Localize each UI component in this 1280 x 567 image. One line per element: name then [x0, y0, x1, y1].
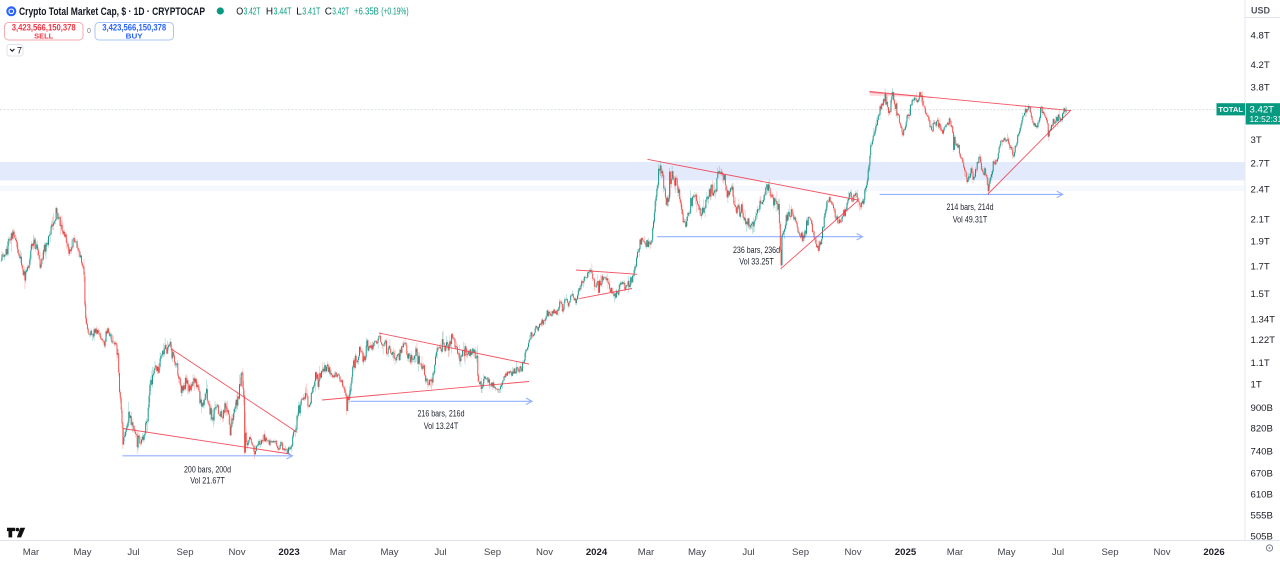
- svg-text:Jul: Jul: [434, 547, 446, 558]
- svg-text:1.7T: 1.7T: [1251, 261, 1270, 272]
- svg-text:3.41T: 3.41T: [302, 7, 320, 18]
- svg-text:900B: 900B: [1251, 403, 1273, 414]
- svg-text:May: May: [73, 547, 91, 558]
- svg-text:Sep: Sep: [176, 547, 193, 558]
- svg-text:2.4T: 2.4T: [1251, 185, 1270, 196]
- svg-text:Nov: Nov: [228, 547, 245, 558]
- svg-text:0: 0: [87, 28, 91, 35]
- svg-text:1.1T: 1.1T: [1251, 358, 1270, 369]
- svg-text:+6.35B: +6.35B: [354, 7, 379, 18]
- svg-text:7: 7: [17, 46, 22, 56]
- svg-text:Mar: Mar: [23, 547, 40, 558]
- svg-text:2.7T: 2.7T: [1251, 158, 1270, 169]
- svg-text:H: H: [266, 7, 273, 18]
- svg-text:2023: 2023: [278, 547, 299, 558]
- svg-text:Sep: Sep: [1101, 547, 1118, 558]
- svg-text:2025: 2025: [895, 547, 917, 558]
- svg-text:Vol 49.31T: Vol 49.31T: [953, 214, 988, 225]
- svg-text:200 bars, 200d: 200 bars, 200d: [184, 465, 231, 476]
- svg-text:Jul: Jul: [742, 547, 754, 558]
- svg-text:4.2T: 4.2T: [1251, 60, 1270, 71]
- svg-text:Vol 33.25T: Vol 33.25T: [739, 257, 774, 268]
- svg-text:C: C: [325, 7, 333, 18]
- svg-text:3.44T: 3.44T: [274, 7, 292, 18]
- svg-text:May: May: [688, 547, 706, 558]
- svg-text:820B: 820B: [1251, 424, 1273, 435]
- svg-text:2024: 2024: [586, 547, 608, 558]
- svg-text:BUY: BUY: [126, 31, 143, 40]
- svg-text:670B: 670B: [1251, 469, 1273, 480]
- svg-text:1.34T: 1.34T: [1251, 314, 1276, 325]
- svg-text:May: May: [380, 547, 398, 558]
- svg-text:610B: 610B: [1251, 489, 1273, 500]
- svg-text:4.8T: 4.8T: [1251, 30, 1270, 41]
- svg-text:L: L: [296, 7, 302, 18]
- svg-text:TOTAL: TOTAL: [1218, 105, 1243, 114]
- svg-text:236 bars, 236d: 236 bars, 236d: [733, 245, 780, 256]
- svg-text:Sep: Sep: [484, 547, 501, 558]
- svg-text:2.1T: 2.1T: [1251, 214, 1270, 225]
- svg-text:1.5T: 1.5T: [1251, 289, 1270, 300]
- svg-text:2026: 2026: [1203, 547, 1224, 558]
- svg-text:505B: 505B: [1251, 531, 1273, 542]
- svg-text:(+0.19%): (+0.19%): [381, 7, 408, 18]
- svg-text:Mar: Mar: [947, 547, 964, 558]
- svg-text:1.9T: 1.9T: [1251, 237, 1270, 248]
- svg-text:Vol 21.67T: Vol 21.67T: [190, 475, 225, 486]
- svg-text:SELL: SELL: [34, 31, 53, 40]
- svg-text:Mar: Mar: [638, 547, 655, 558]
- svg-text:Nov: Nov: [1153, 547, 1170, 558]
- svg-text:May: May: [997, 547, 1015, 558]
- svg-text:Mar: Mar: [330, 547, 347, 558]
- svg-text:Vol 13.24T: Vol 13.24T: [424, 421, 459, 432]
- svg-text:Nov: Nov: [536, 547, 553, 558]
- svg-text:3T: 3T: [1251, 135, 1262, 146]
- svg-text:Sep: Sep: [792, 547, 809, 558]
- svg-text:3.42T: 3.42T: [332, 7, 349, 18]
- svg-text:3.8T: 3.8T: [1251, 82, 1270, 93]
- svg-text:214 bars, 214d: 214 bars, 214d: [947, 202, 994, 213]
- svg-text:216 bars, 216d: 216 bars, 216d: [418, 409, 465, 420]
- svg-text:O: O: [236, 7, 243, 18]
- svg-text:740B: 740B: [1251, 446, 1273, 457]
- svg-text:1T: 1T: [1251, 379, 1262, 390]
- svg-text:555B: 555B: [1251, 510, 1273, 521]
- svg-text:USD: USD: [1251, 6, 1271, 16]
- svg-text:Jul: Jul: [127, 547, 139, 558]
- svg-text:Nov: Nov: [844, 547, 861, 558]
- svg-text:Crypto Total Market Cap, $ · 1: Crypto Total Market Cap, $ · 1D · CRYPTO…: [19, 6, 205, 18]
- svg-text:12:52:31: 12:52:31: [1250, 114, 1280, 124]
- svg-text:1.22T: 1.22T: [1251, 335, 1276, 346]
- svg-text:3.42T: 3.42T: [244, 7, 261, 18]
- svg-text:Jul: Jul: [1052, 547, 1064, 558]
